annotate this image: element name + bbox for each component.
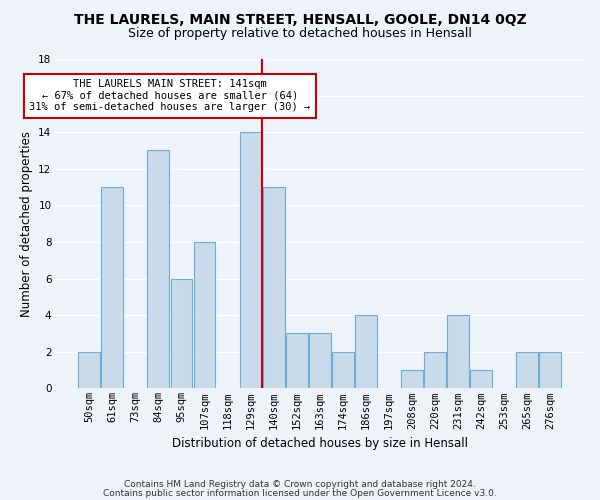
Bar xyxy=(447,315,469,388)
Text: Contains HM Land Registry data © Crown copyright and database right 2024.: Contains HM Land Registry data © Crown c… xyxy=(124,480,476,489)
Bar xyxy=(239,132,262,388)
Bar xyxy=(355,315,377,388)
X-axis label: Distribution of detached houses by size in Hensall: Distribution of detached houses by size … xyxy=(172,437,467,450)
Bar xyxy=(101,187,124,388)
Bar xyxy=(470,370,492,388)
Bar xyxy=(286,334,308,388)
Bar xyxy=(401,370,422,388)
Text: THE LAURELS MAIN STREET: 141sqm
← 67% of detached houses are smaller (64)
31% of: THE LAURELS MAIN STREET: 141sqm ← 67% of… xyxy=(29,79,311,112)
Text: Contains public sector information licensed under the Open Government Licence v3: Contains public sector information licen… xyxy=(103,488,497,498)
Bar xyxy=(263,187,284,388)
Bar xyxy=(170,278,193,388)
Bar xyxy=(148,150,169,388)
Text: THE LAURELS, MAIN STREET, HENSALL, GOOLE, DN14 0QZ: THE LAURELS, MAIN STREET, HENSALL, GOOLE… xyxy=(74,12,526,26)
Bar xyxy=(516,352,538,389)
Bar xyxy=(332,352,353,389)
Bar xyxy=(539,352,561,389)
Y-axis label: Number of detached properties: Number of detached properties xyxy=(20,130,32,316)
Bar xyxy=(79,352,100,389)
Bar xyxy=(424,352,446,389)
Text: Size of property relative to detached houses in Hensall: Size of property relative to detached ho… xyxy=(128,28,472,40)
Bar xyxy=(194,242,215,388)
Bar xyxy=(309,334,331,388)
